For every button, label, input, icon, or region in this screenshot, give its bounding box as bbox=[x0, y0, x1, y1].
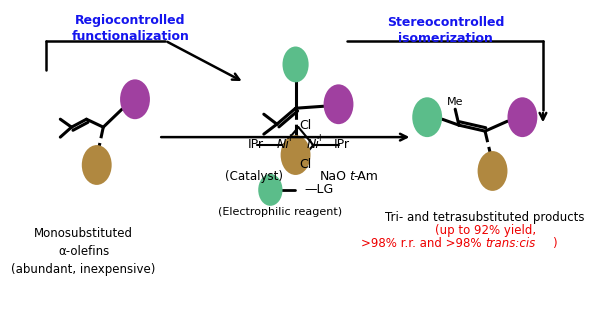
Ellipse shape bbox=[412, 97, 442, 137]
Text: (Electrophilic reagent): (Electrophilic reagent) bbox=[218, 207, 342, 217]
Text: (Catalyst): (Catalyst) bbox=[225, 171, 282, 183]
Ellipse shape bbox=[281, 135, 311, 175]
Text: trans:cis: trans:cis bbox=[485, 237, 535, 250]
Text: —LG: —LG bbox=[304, 183, 334, 196]
Text: Tri- and tetrasubstituted products: Tri- and tetrasubstituted products bbox=[385, 211, 585, 224]
Ellipse shape bbox=[323, 84, 353, 124]
Text: (up to 92% yield,: (up to 92% yield, bbox=[435, 224, 536, 237]
Ellipse shape bbox=[120, 79, 150, 119]
Text: Monosubstituted
α-olefins
(abundant, inexpensive): Monosubstituted α-olefins (abundant, ine… bbox=[11, 227, 156, 276]
Text: Cl: Cl bbox=[300, 119, 312, 132]
Text: Ni: Ni bbox=[307, 138, 320, 150]
Text: ): ) bbox=[552, 237, 557, 250]
Text: I: I bbox=[288, 134, 290, 143]
Text: IPr: IPr bbox=[334, 138, 349, 150]
Ellipse shape bbox=[82, 145, 111, 185]
Text: IPr: IPr bbox=[247, 138, 264, 150]
Text: I: I bbox=[318, 134, 320, 143]
Text: Regiocontrolled
functionalization: Regiocontrolled functionalization bbox=[72, 14, 189, 43]
Text: NaO: NaO bbox=[320, 171, 347, 183]
Ellipse shape bbox=[282, 47, 309, 82]
Text: Stereocontrolled
isomerization: Stereocontrolled isomerization bbox=[387, 16, 504, 45]
Ellipse shape bbox=[507, 97, 538, 137]
Text: Me: Me bbox=[447, 97, 464, 107]
Text: -Am: -Am bbox=[353, 171, 378, 183]
Text: >98% r.r. and >98%: >98% r.r. and >98% bbox=[361, 237, 485, 250]
Text: Ni: Ni bbox=[277, 138, 290, 150]
Ellipse shape bbox=[258, 174, 282, 206]
Ellipse shape bbox=[477, 151, 507, 191]
Text: t: t bbox=[349, 171, 353, 183]
Text: Cl: Cl bbox=[300, 158, 312, 172]
